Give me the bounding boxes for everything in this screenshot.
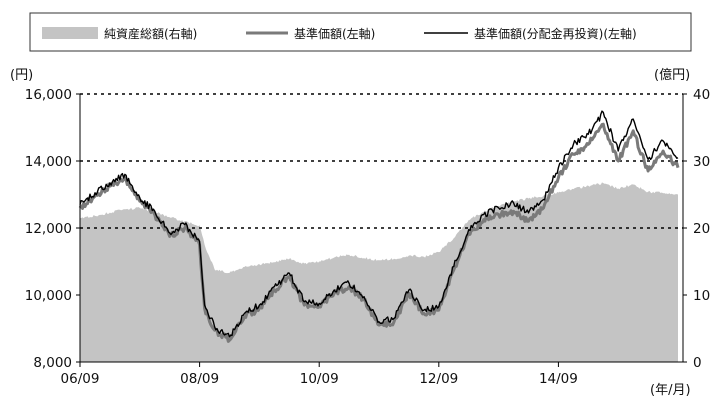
series-nav-reinvested-line [79,110,679,338]
axis-ticks: 8,000 10,000 12,000 14,000 16,000 0 10 20 30 40 06… [25,87,710,387]
right-tick-label: 20 [693,221,710,237]
legend-box [29,12,692,52]
legend-swatch-net-assets [42,27,98,39]
left-tick-label: 16,000 [25,87,72,103]
left-axis-unit: (円) [10,68,33,83]
x-tick-label: 10/09 [300,371,339,387]
legend: 純資産総額(右軸) 基準価額(左軸) 基準価額(分配金再投資)(左軸) [29,12,692,52]
left-tick-label: 10,000 [25,288,72,304]
right-tick-label: 10 [693,288,710,304]
x-tick-label: 12/09 [419,371,458,387]
right-tick-label: 30 [693,154,710,170]
legend-label-nav-reinvested: 基準価額(分配金再投資)(左軸) [474,26,637,41]
legend-label-net-assets: 純資産総額(右軸) [104,26,197,41]
series-net-assets-area [80,182,678,362]
right-axis-unit: (億円) [654,67,690,83]
x-tick-label: 14/09 [539,371,578,387]
left-tick-label: 8,000 [33,355,72,371]
x-tick-label: 06/09 [61,371,100,387]
right-tick-label: 40 [693,87,710,103]
left-tick-label: 12,000 [25,221,72,237]
x-axis-unit: (年/月) [650,383,691,398]
legend-label-nav: 基準価額(左軸) [294,26,375,41]
left-tick-label: 14,000 [25,154,72,170]
right-tick-label: 0 [693,355,702,371]
x-tick-label: 08/09 [180,371,219,387]
plot-area [78,93,684,363]
